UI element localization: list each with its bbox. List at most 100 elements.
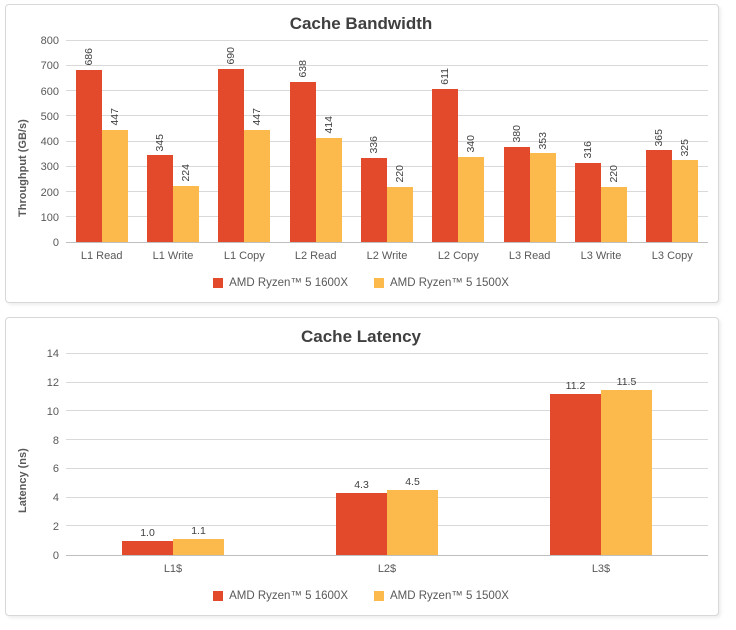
gridline [66,90,708,92]
x-axis-category-label: L2$ [377,563,397,575]
bar-value-label: 414 [322,116,335,134]
bar-column: 220 [600,41,627,242]
bar-value-label: 686 [82,48,95,66]
bar [336,493,387,555]
bar [646,150,673,242]
cache-latency-chart-card: Cache Latency Latency (ns) 0 2 4 6 8 10 12 14 1… [5,317,719,616]
x-axis-category-label: L2 Write [366,250,408,262]
bar-group: 638 414 [280,41,351,242]
bar-column: 353 [529,41,556,242]
bar-value-label: 11.5 [616,375,637,388]
bar-value-label: 447 [108,108,121,126]
y-axis-ticks: 0 2 4 6 8 10 12 14 [32,348,66,562]
legend-item: AMD Ryzen™ 5 1500X [374,590,509,602]
legend-item: AMD Ryzen™ 5 1600X [213,590,348,602]
bar-pair: 365 325 [646,41,699,242]
bar-value-label: 380 [510,125,523,143]
bar [172,185,199,242]
bar-column: 4.5 [387,354,438,555]
bar-pair: 1.0 1.1 [122,354,224,555]
bar-column: 638 [289,41,316,242]
bar-column: 4.3 [336,354,387,555]
y-axis-spacer [32,556,66,582]
chart-title: Cache Latency [301,327,421,346]
cache-bandwidth-chart-card: Cache Bandwidth Throughput (GB/s) 0 100 20… [5,4,719,303]
bar-value-label: 220 [393,165,406,183]
gridline [66,65,708,67]
bar-column: 690 [218,41,245,242]
bar-group: 345 224 [137,41,208,242]
y-tick-label: 6 [52,463,59,476]
plot-row: 0 2 4 6 8 10 12 14 1.0 1.1 4.3 4.5 11.2 11.5 [32,348,708,562]
y-axis-spacer [32,243,66,269]
bar [672,160,699,242]
plot-row: 0 100 200 300 400 500 600 700 800 686 447 345 224 69… [32,35,708,249]
bar-column: 414 [315,41,342,242]
legend-swatch [213,591,224,601]
x-axis-category-label: L1 Read [80,250,123,262]
gridline [66,165,708,167]
bar-value-label: 345 [153,133,166,152]
bar [218,68,245,242]
bar-pair: 4.3 4.5 [336,354,438,555]
gridline [66,381,708,383]
bar-value-label: 11.2 [565,380,586,393]
x-axis-labels: L1 Read L1 Write L1 Copy L2 Read L2 Write L2 … [66,243,708,269]
x-axis-row: L1$ L2$ L3$ [32,556,708,582]
bar-pair: 638 414 [289,41,342,242]
bar-column: 11.2 [550,354,601,555]
bar [550,394,601,555]
bar [289,81,316,242]
bar [360,157,387,242]
bar-column: 340 [458,41,485,242]
bar-column: 220 [386,41,413,242]
bar [601,389,652,555]
legend-label: AMD Ryzen™ 5 1500X [390,277,509,289]
bar [146,155,173,242]
y-tick-label: 10 [46,405,59,418]
bar [529,153,556,242]
bar-group: 686 447 [66,41,137,242]
bar-value-label: 690 [225,47,238,65]
y-tick-label: 2 [52,521,59,534]
y-tick-label: 100 [40,211,59,224]
bar-group: 336 220 [351,41,422,242]
bar-group: 1.0 1.1 [66,354,280,555]
bar-column: 611 [432,41,459,242]
bar [244,129,271,242]
y-tick-label: 4 [52,492,59,505]
legend: AMD Ryzen™ 5 1600X AMD Ryzen™ 5 1500X [14,269,708,297]
gridline [66,140,708,142]
bar-value-label: 4.3 [354,479,369,492]
bar-pair: 686 447 [75,41,128,242]
bar-value-label: 447 [251,108,264,126]
x-axis-category-label: L3$ [591,563,611,575]
bar [315,137,342,242]
bar-value-label: 353 [536,131,549,150]
bar-column: 316 [574,41,601,242]
bar-group: 11.2 11.5 [494,354,708,555]
bar-value-label: 224 [179,164,192,182]
bar-value-label: 316 [581,141,594,159]
y-tick-label: 0 [52,550,59,562]
bar-value-label: 365 [653,128,666,147]
x-axis-category-label: L3 Copy [651,250,693,262]
bar-column: 380 [503,41,530,242]
y-axis-title: Throughput (GB/s) [17,119,29,217]
legend-swatch [374,278,384,288]
bar-value-label: 220 [607,165,620,183]
bar-pair: 336 220 [360,41,413,242]
bar [75,69,102,242]
bar-value-label: 325 [679,138,692,157]
legend-swatch [374,591,384,601]
x-axis-category-label: L2 Copy [437,250,479,262]
x-axis-category-label: L1 Write [152,250,194,262]
bar [173,539,224,555]
x-axis-row: L1 Read L1 Write L1 Copy L2 Read L2 Write L2 … [32,243,708,269]
legend-label: AMD Ryzen™ 5 1600X [229,277,348,289]
y-tick-label: 300 [40,161,59,174]
x-axis-labels: L1$ L2$ L3$ [66,556,708,582]
bar-group: 316 220 [565,41,636,242]
bar-column: 224 [172,41,199,242]
